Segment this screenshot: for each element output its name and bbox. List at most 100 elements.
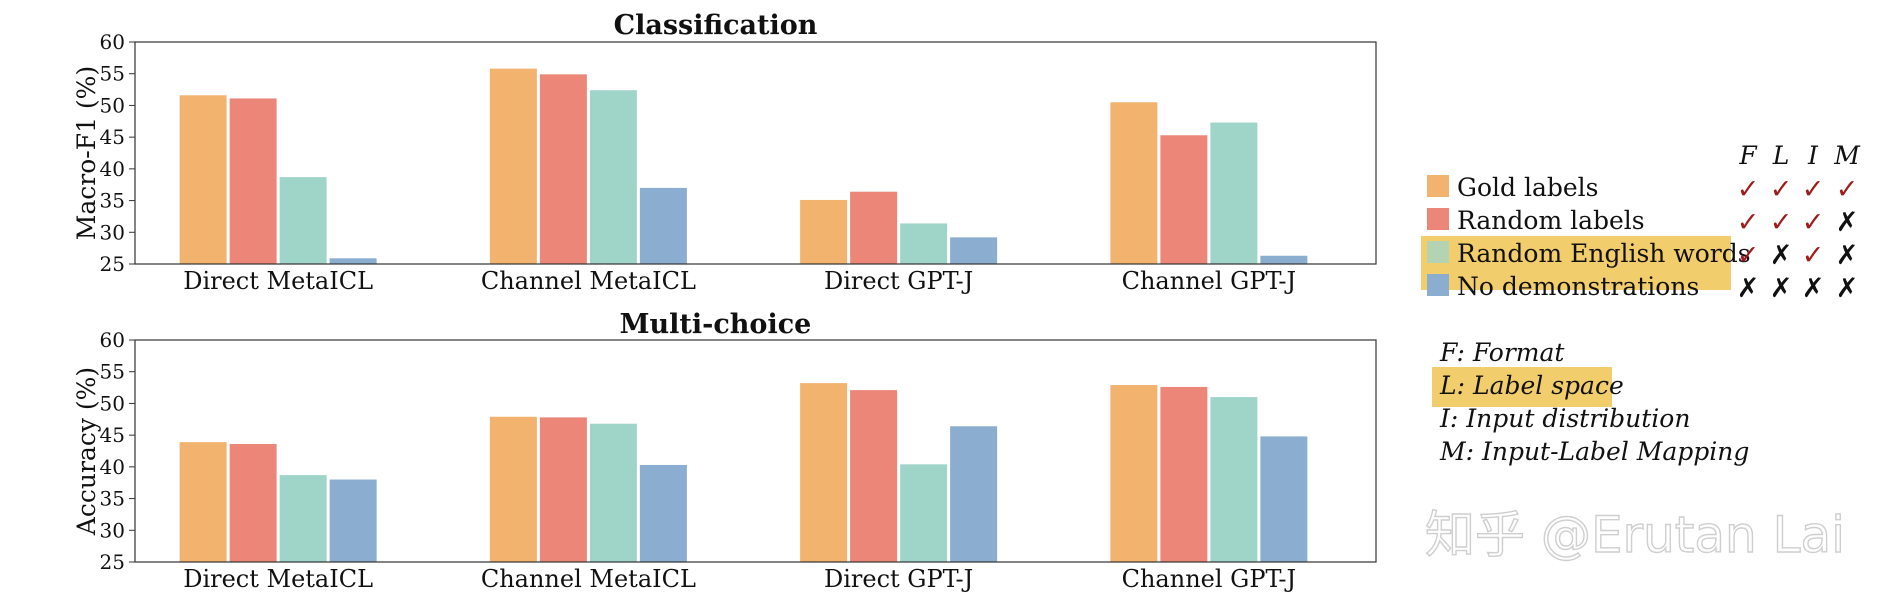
check-icon: ✓ [1737, 240, 1760, 271]
legend-header-f: F [1738, 141, 1758, 170]
cross-icon: ✗ [1836, 273, 1859, 304]
definition-l: L: Label space [1439, 371, 1624, 400]
y-tick-label: 55 [100, 360, 125, 384]
legend-header-l: L [1772, 141, 1790, 170]
bar-random-english-words-channel-gpt-j [1210, 122, 1258, 264]
y-tick-label: 25 [100, 550, 125, 574]
bar-random-labels-direct-gpt-j [850, 191, 898, 264]
definition-highlight [1432, 367, 1612, 407]
bar-random-english-words-direct-gpt-j [900, 464, 948, 562]
bar-random-labels-channel-metaicl [539, 74, 587, 264]
bar-no-demonstrations-direct-gpt-j [950, 426, 998, 562]
bar-no-demonstrations-direct-metaicl [329, 258, 377, 264]
x-tick-label: Channel MetaICL [481, 565, 696, 593]
bar-random-english-words-channel-metaicl [589, 423, 637, 562]
cross-icon: ✗ [1770, 240, 1793, 271]
bar-gold-labels-channel-metaicl [489, 416, 537, 562]
chart-multi-choice: Multi-choice Accuracy (%) 25 30 35 40 45 50 55 60… [72, 309, 1377, 593]
bar-gold-labels-channel-gpt-j [1110, 385, 1158, 562]
bar-no-demonstrations-channel-metaicl [639, 464, 687, 562]
x-tick-label: Direct GPT-J [824, 565, 973, 593]
y-tick-label: 45 [100, 423, 125, 447]
bar-no-demonstrations-direct-metaicl [329, 479, 377, 562]
definition-f: F: Format [1439, 338, 1565, 367]
legend-header-i: I [1807, 141, 1819, 170]
bar-gold-labels-direct-metaicl [179, 95, 227, 264]
legend-swatch-random-english-words [1427, 241, 1449, 263]
check-icon: ✓ [1836, 174, 1859, 205]
y-tick-label: 60 [100, 30, 125, 54]
x-tick-label: Direct MetaICL [183, 565, 373, 593]
bar-random-english-words-direct-gpt-j [900, 223, 948, 264]
plot-frame [134, 41, 1377, 265]
y-tick-label: 30 [100, 518, 125, 542]
y-tick-label: 25 [100, 252, 125, 276]
bar-random-labels-channel-gpt-j [1160, 135, 1208, 264]
legend-label-gold-labels: Gold labels [1457, 173, 1599, 202]
charts: Classification Macro-F1 (%) 25 30 35 40 45 50 55… [72, 10, 1377, 593]
y-tick-label: 30 [100, 220, 125, 244]
legend-label-no-demonstrations: No demonstrations [1457, 272, 1699, 301]
bar-random-english-words-direct-metaicl [279, 177, 327, 264]
legend-header-m: M [1833, 141, 1861, 170]
y-tick-label: 35 [100, 189, 125, 213]
check-icon: ✓ [1770, 174, 1793, 205]
bar-gold-labels-channel-gpt-j [1110, 102, 1158, 264]
plot-frame [134, 339, 1377, 563]
bar-no-demonstrations-channel-gpt-j [1260, 255, 1308, 264]
bar-random-english-words-direct-metaicl [279, 475, 327, 562]
y-tick-label: 40 [100, 455, 125, 479]
x-tick-label: Channel GPT-J [1122, 565, 1297, 593]
x-tick-label: Direct MetaICL [183, 267, 373, 295]
x-tick-label: Direct GPT-J [824, 267, 973, 295]
y-tick-label: 50 [100, 391, 125, 415]
check-icon: ✓ [1737, 207, 1760, 238]
chart-classification: Classification Macro-F1 (%) 25 30 35 40 45 50 55… [72, 10, 1377, 295]
bar-random-labels-direct-gpt-j [850, 390, 898, 562]
y-tick-label: 60 [100, 328, 125, 352]
y-axis-label: Accuracy (%) [72, 367, 101, 536]
watermark: 知乎 @Erutan Lai [1425, 506, 1845, 564]
legend-swatch-gold-labels [1427, 175, 1449, 197]
cross-icon: ✗ [1802, 273, 1825, 304]
bar-random-labels-channel-metaicl [539, 417, 587, 562]
x-tick-label: Channel MetaICL [481, 267, 696, 295]
bar-random-labels-direct-metaicl [229, 98, 277, 264]
bar-no-demonstrations-channel-gpt-j [1260, 436, 1308, 562]
cross-icon: ✗ [1737, 273, 1760, 304]
bar-no-demonstrations-channel-metaicl [639, 187, 687, 264]
y-tick-label: 50 [100, 93, 125, 117]
legend-label-random-labels: Random labels [1457, 206, 1645, 235]
bar-gold-labels-direct-gpt-j [800, 199, 848, 264]
y-tick-label: 35 [100, 487, 125, 511]
definition-i: I: Input distribution [1439, 404, 1690, 433]
cross-icon: ✗ [1836, 207, 1859, 238]
y-tick-label: 40 [100, 157, 125, 181]
bar-gold-labels-direct-metaicl [179, 442, 227, 562]
check-icon: ✓ [1802, 240, 1825, 271]
bar-random-english-words-channel-gpt-j [1210, 397, 1258, 562]
check-icon: ✓ [1770, 207, 1793, 238]
check-icon: ✓ [1802, 174, 1825, 205]
definition-m: M: Input-Label Mapping [1439, 437, 1749, 466]
y-tick-label: 45 [100, 125, 125, 149]
legend-highlight [1421, 236, 1731, 290]
bar-no-demonstrations-direct-gpt-j [950, 237, 998, 264]
bar-gold-labels-direct-gpt-j [800, 383, 848, 562]
legend-label-random-english-words: Random English words [1457, 239, 1751, 268]
bar-random-labels-channel-gpt-j [1160, 386, 1208, 562]
y-tick-label: 55 [100, 62, 125, 86]
bar-gold-labels-channel-metaicl [489, 68, 537, 264]
cross-icon: ✗ [1836, 240, 1859, 271]
legend-swatch-random-labels [1427, 208, 1449, 230]
legend-swatch-no-demonstrations [1427, 274, 1449, 296]
check-icon: ✓ [1737, 174, 1760, 205]
bar-random-labels-direct-metaicl [229, 444, 277, 562]
check-icon: ✓ [1802, 207, 1825, 238]
bar-random-english-words-channel-metaicl [589, 90, 637, 264]
chart-title: Multi-choice [620, 309, 812, 340]
chart-title: Classification [614, 10, 818, 41]
x-tick-label: Channel GPT-J [1122, 267, 1297, 295]
